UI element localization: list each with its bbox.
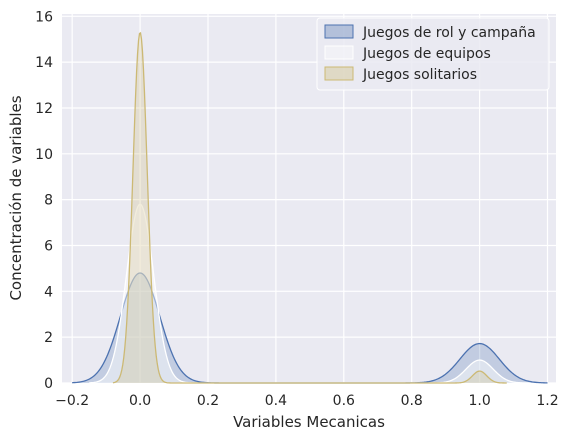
series-layer [72,31,548,384]
series-area [112,32,507,383]
legend-label: Juegos de rol y campaña [362,25,536,41]
y-tick-labels: 0 2 4 6 8 10 12 14 16 [35,9,53,392]
series-line [112,31,507,384]
y-tick-label: 10 [35,147,53,163]
x-tick-label: 1.2 [536,393,558,409]
y-tick-label: 16 [35,9,53,25]
x-tick-label: 0.2 [197,393,219,409]
x-axis-label: Variables Mecanicas [233,413,385,431]
y-tick-label: 0 [44,376,53,392]
legend-swatch [324,66,354,81]
series-area [72,272,548,383]
legend: Juegos de rol y campaña Juegos de equipos… [316,17,550,91]
x-tick-label: 1.0 [468,393,490,409]
x-tick-label: 0.6 [333,393,355,409]
legend-label: Juegos solitarios [362,67,477,83]
y-tick-label: 14 [35,55,53,71]
y-tick-label: 12 [35,101,53,117]
x-tick-label: −0.2 [55,393,89,409]
x-tick-label: 0.8 [401,393,423,409]
x-tick-label: 0.4 [265,393,287,409]
legend-frame [316,17,550,91]
series-area [89,204,531,383]
y-tick-label: 6 [44,238,53,254]
y-tick-label: 8 [44,193,53,209]
legend-swatch [324,24,354,39]
legend-swatch [324,45,354,60]
y-tick-label: 2 [44,330,53,346]
legend-label: Juegos de equipos [362,46,491,62]
y-tick-label: 4 [44,284,53,300]
x-tick-labels: −0.2 0.0 0.2 0.4 0.6 0.8 1.0 1.2 [55,393,558,409]
y-axis-label: Concentración de variables [7,95,25,300]
x-tick-label: 0.0 [129,393,151,409]
